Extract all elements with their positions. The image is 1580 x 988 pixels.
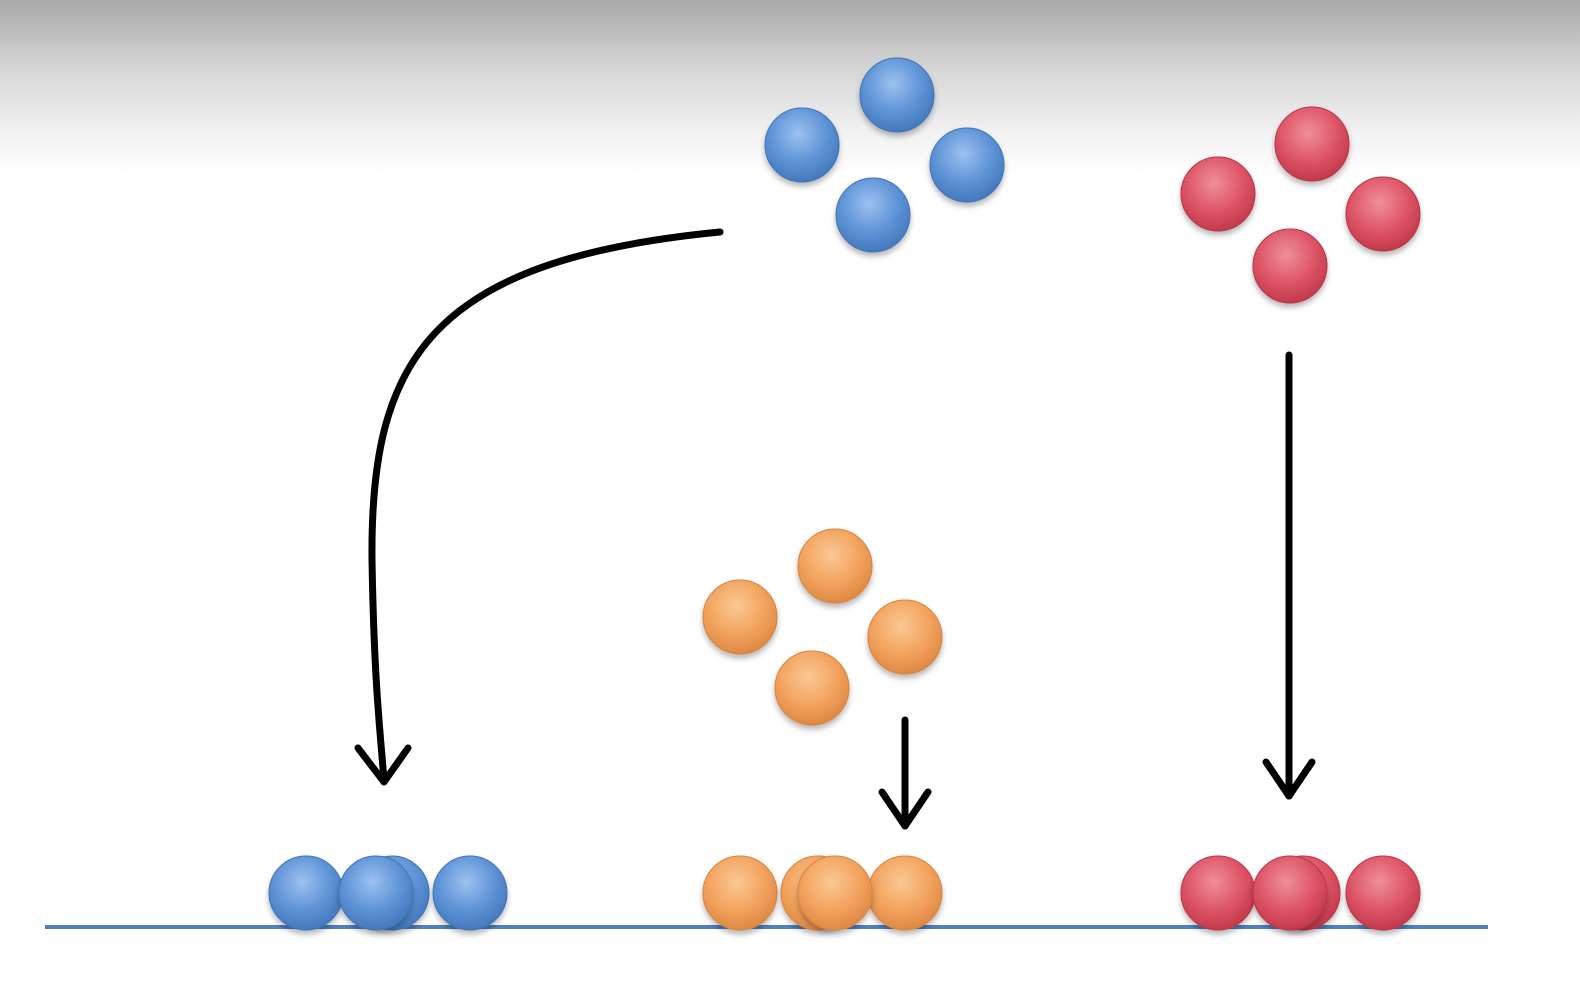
red-particle-cluster: [1180, 106, 1421, 304]
red-particle: [1345, 176, 1421, 252]
red-particle: [1180, 855, 1256, 931]
red-long-arrow: [1262, 351, 1316, 800]
arrow-shaft: [368, 228, 724, 784]
blue-particle: [432, 855, 508, 931]
arrowhead: [878, 788, 932, 830]
arrowhead: [354, 744, 412, 786]
blue-particle: [764, 107, 840, 183]
red-particle: [1274, 106, 1350, 182]
blue-adsorbed-particles: [268, 855, 508, 931]
arrowhead: [1262, 758, 1316, 800]
blue-particle: [338, 855, 414, 931]
blue-particle: [268, 855, 344, 931]
orange-particle: [867, 599, 943, 675]
orange-adsorbed-particles: [702, 855, 943, 931]
red-particle: [1345, 855, 1421, 931]
blue-particle: [859, 57, 935, 133]
blue-particle: [835, 177, 911, 253]
red-particle: [1180, 156, 1256, 232]
red-adsorbed-particles: [1180, 855, 1421, 931]
orange-particle: [702, 855, 778, 931]
red-particle: [1252, 855, 1328, 931]
blue-particle: [929, 127, 1005, 203]
blue-particle-cluster: [764, 57, 1005, 253]
red-particle: [1252, 228, 1328, 304]
orange-particle: [797, 528, 873, 604]
orange-particle: [702, 579, 778, 655]
blue-long-curved-arrow: [354, 228, 724, 786]
orange-particle-cluster: [702, 528, 943, 726]
orange-particle: [774, 650, 850, 726]
orange-particle: [867, 855, 943, 931]
orange-particle: [797, 855, 873, 931]
orange-short-arrow: [878, 716, 932, 830]
